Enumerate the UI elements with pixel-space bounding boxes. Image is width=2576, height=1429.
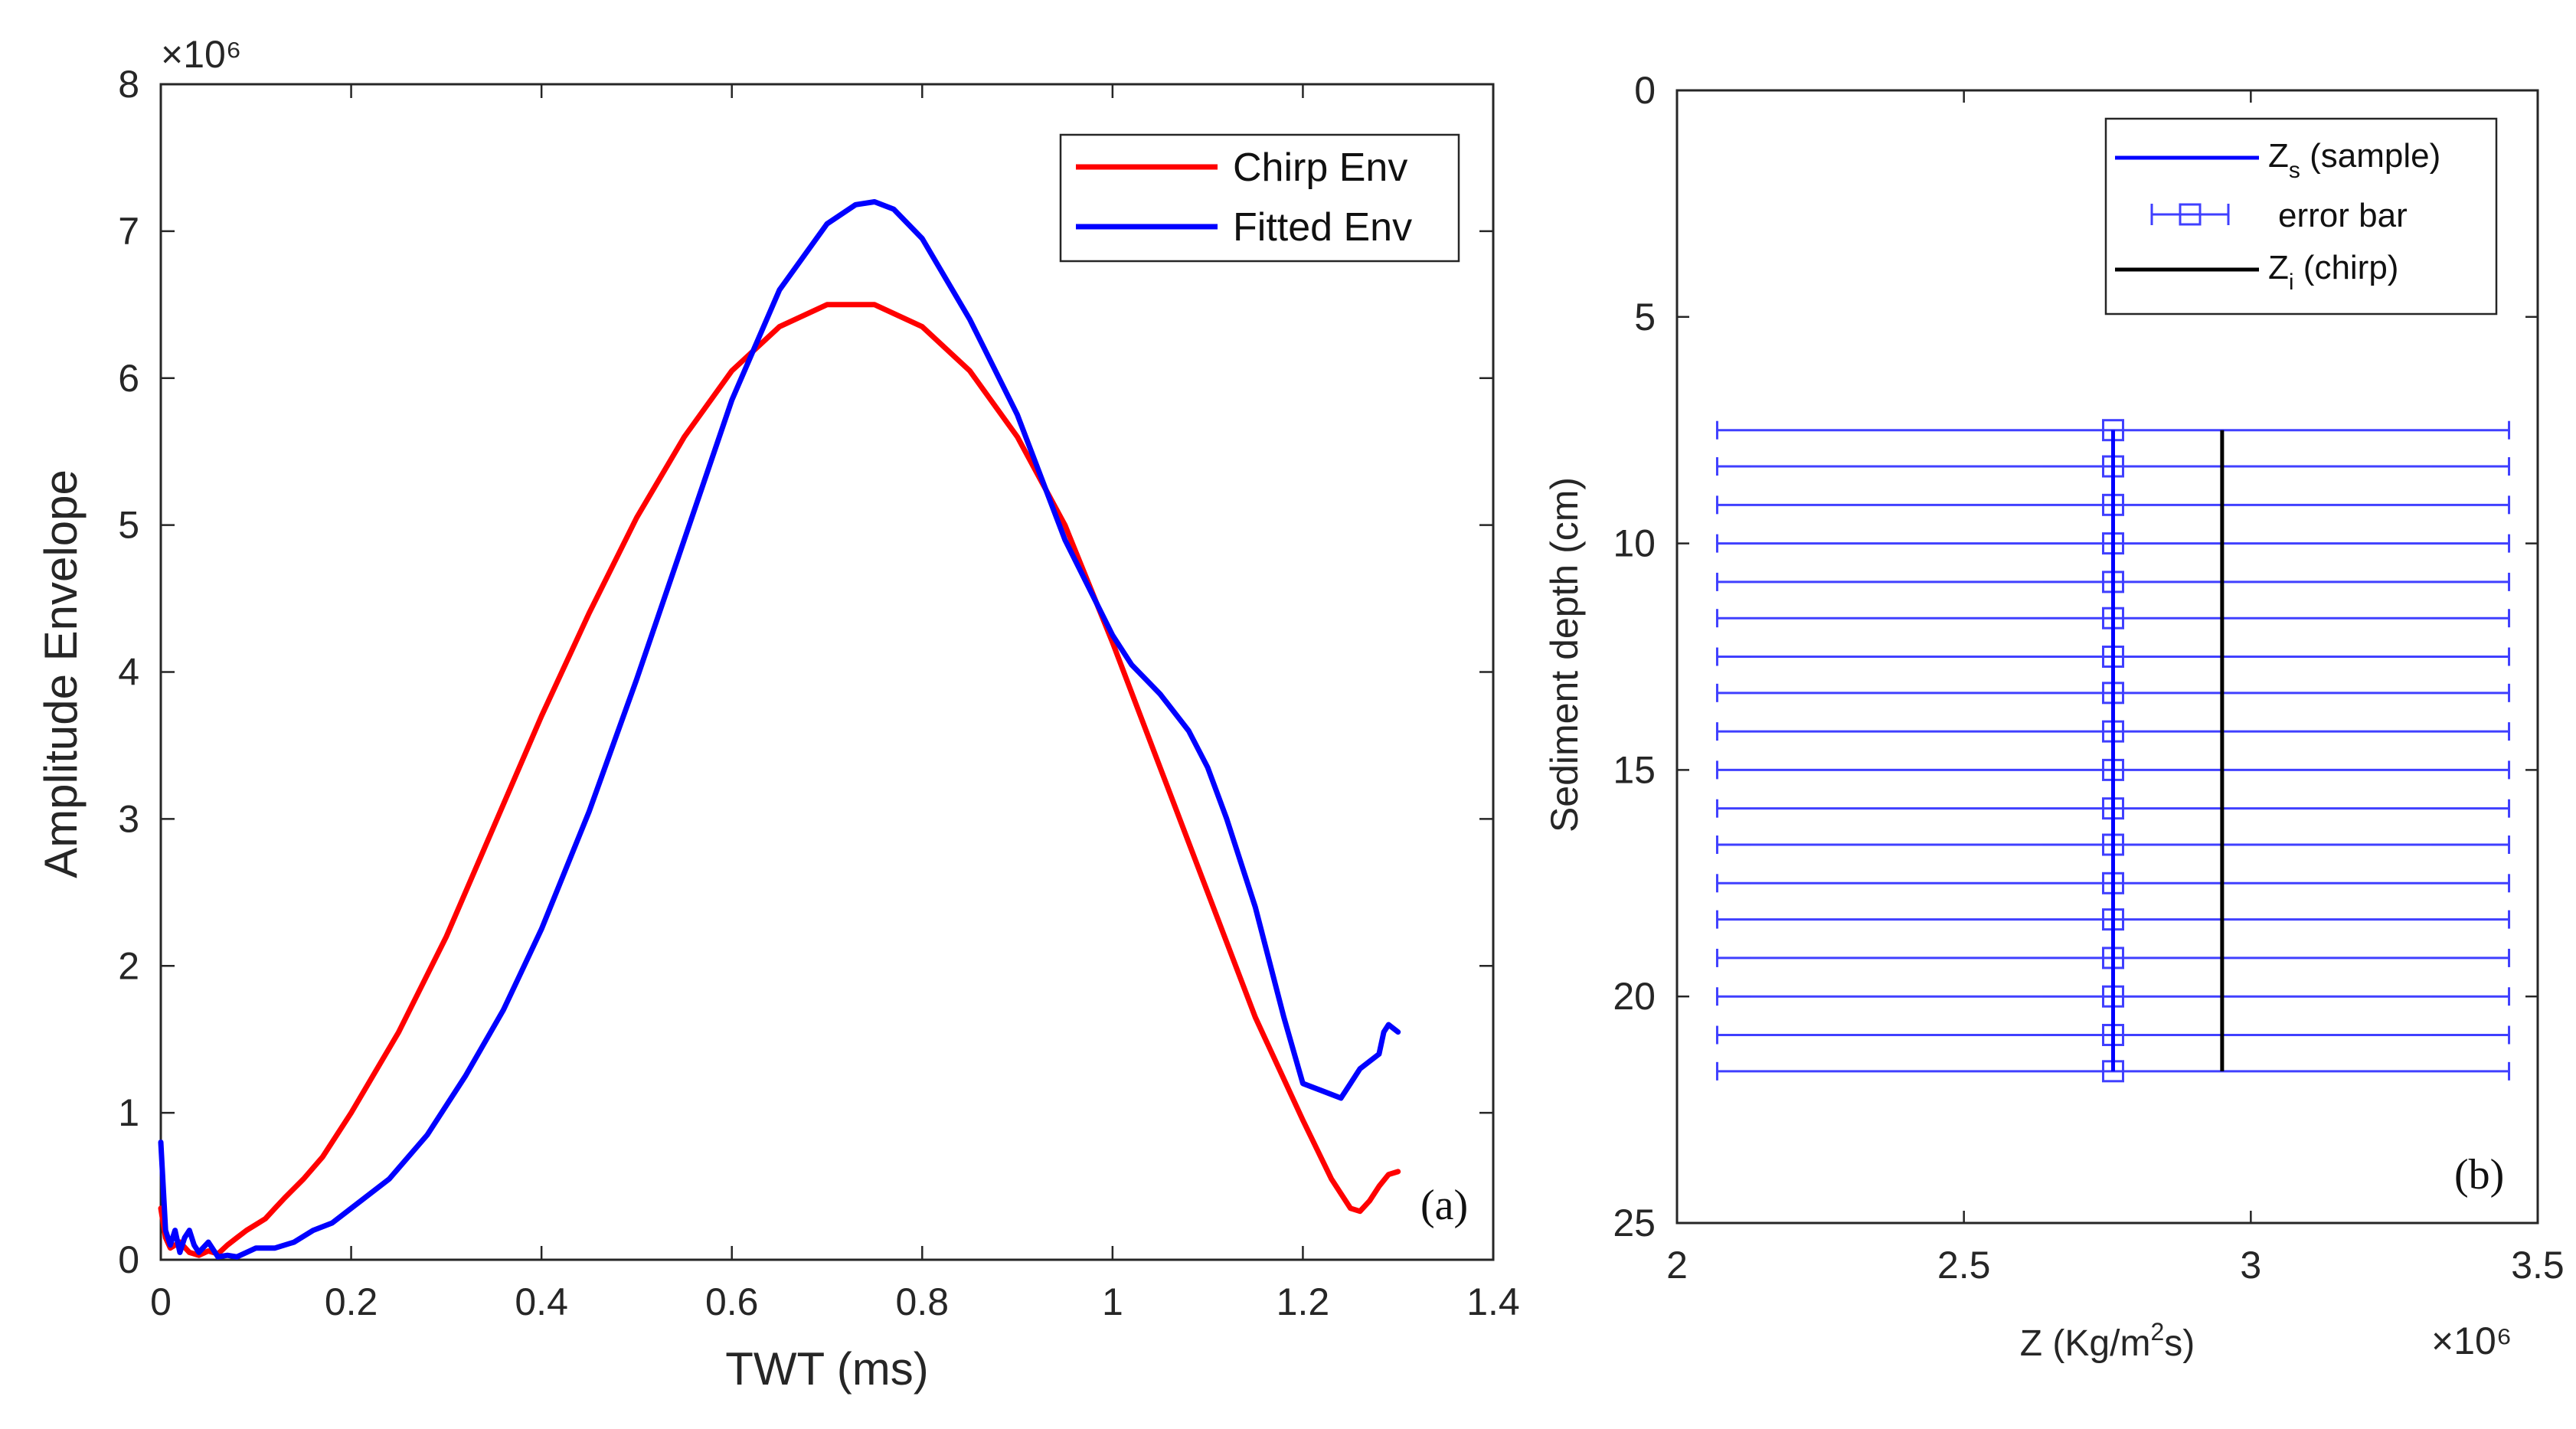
- panel-a-y-tick-label: 7: [118, 210, 139, 253]
- panel-a-y-tick-label: 1: [118, 1091, 139, 1134]
- panel-b-y-tick-label: 20: [1613, 975, 1656, 1018]
- panel-a-y-tick-label: 6: [118, 357, 139, 400]
- panel-b-ylabel: Sediment depth (cm): [1543, 477, 1586, 832]
- panel-a-label: (a): [1420, 1182, 1468, 1229]
- panel-b-xlabel: Z (Kg/m2s): [2020, 1318, 2195, 1364]
- panel-a-y-tick-label: 5: [118, 504, 139, 547]
- legend-zs-sub: s: [2289, 158, 2300, 183]
- panel-b-x-exponent: ×10⁶: [2431, 1319, 2512, 1362]
- panel-a-y-tick-label: 0: [118, 1238, 139, 1281]
- panel-b-xlabel-prefix: Z (Kg/m: [2020, 1323, 2151, 1364]
- legend-chirp-env-label: Chirp Env: [1233, 146, 1407, 190]
- legend-zi-suffix: (chirp): [2294, 249, 2399, 286]
- legend-errorbar-swatch: [2150, 203, 2230, 226]
- panel-a-x-tick-label: 0.8: [896, 1280, 950, 1323]
- panel-a-ylabel: Amplitude Envelope: [35, 469, 87, 878]
- panel-a-x-tick-label: 0.4: [515, 1280, 568, 1323]
- panel-a-y-tick-label: 2: [118, 944, 139, 987]
- panel-a-legend: Chirp Env Fitted Env: [1059, 133, 1460, 263]
- panel-a-x-tick-label: 1.2: [1277, 1280, 1330, 1323]
- legend-zs-suffix: (sample): [2300, 137, 2440, 175]
- legend-zi-label: Zi (chirp): [2268, 249, 2398, 295]
- panel-a-y-tick-label: 8: [118, 63, 139, 106]
- legend-zi-main: Z: [2268, 249, 2289, 286]
- panel-b-y-tick-label: 10: [1613, 522, 1656, 565]
- panel-a-y-tick-label: 4: [118, 651, 139, 694]
- panel-a-x-tick-label: 0.6: [705, 1280, 759, 1323]
- panel-b-x-tick-label: 3.5: [2511, 1244, 2565, 1287]
- panel-a-xlabel: TWT (ms): [725, 1343, 928, 1395]
- panel-b-y-tick-label: 25: [1613, 1202, 1656, 1244]
- panel-a-y-tick-label: 3: [118, 797, 139, 840]
- panel-a-x-tick-label: 0: [150, 1280, 172, 1323]
- panel-a-x-tick-label: 1.4: [1466, 1280, 1520, 1323]
- panel-b-y-tick-label: 15: [1613, 748, 1656, 791]
- panel-a-legend-box: [1059, 133, 1460, 263]
- panel-b-legend-box: [2104, 117, 2498, 316]
- panel-b-x-tick-label: 2.5: [1937, 1244, 1991, 1287]
- panel-a-x-tick-label: 1: [1102, 1280, 1123, 1323]
- legend-zs-label: Zs (sample): [2268, 137, 2440, 183]
- series-line-fitted-env: [158, 199, 1401, 1260]
- panel-a-y-exponent: ×10⁶: [161, 33, 241, 76]
- legend-fitted-env-label: Fitted Env: [1233, 205, 1412, 250]
- series-line-chirp-env: [158, 302, 1401, 1258]
- panel-b-y-tick-label: 5: [1634, 296, 1656, 338]
- panel-a-chart: 0 0.2 0.4 0.6 0.8 1 1.2 1.4 0 1 2 3 4 5 6 7 8 ×10⁶ TWT (…: [35, 33, 1520, 1395]
- panel-a-x-tick-label: 0.2: [325, 1280, 378, 1323]
- panel-b-legend: Zs (sample) error bar Zi (chirp): [2104, 117, 2498, 316]
- legend-zs-main: Z: [2268, 137, 2289, 175]
- panel-b-xlabel-sup: 2: [2150, 1318, 2164, 1346]
- legend-zi-sub: i: [2289, 270, 2294, 295]
- panel-b-xlabel-suffix: s): [2164, 1323, 2195, 1364]
- panel-b-label: (b): [2454, 1151, 2504, 1198]
- panel-b-x-tick-label: 3: [2240, 1244, 2261, 1287]
- legend-errorbar-label: error bar: [2278, 197, 2408, 234]
- panel-b-y-tick-label: 0: [1634, 69, 1656, 112]
- panel-b-x-tick-label: 2: [1666, 1244, 1688, 1287]
